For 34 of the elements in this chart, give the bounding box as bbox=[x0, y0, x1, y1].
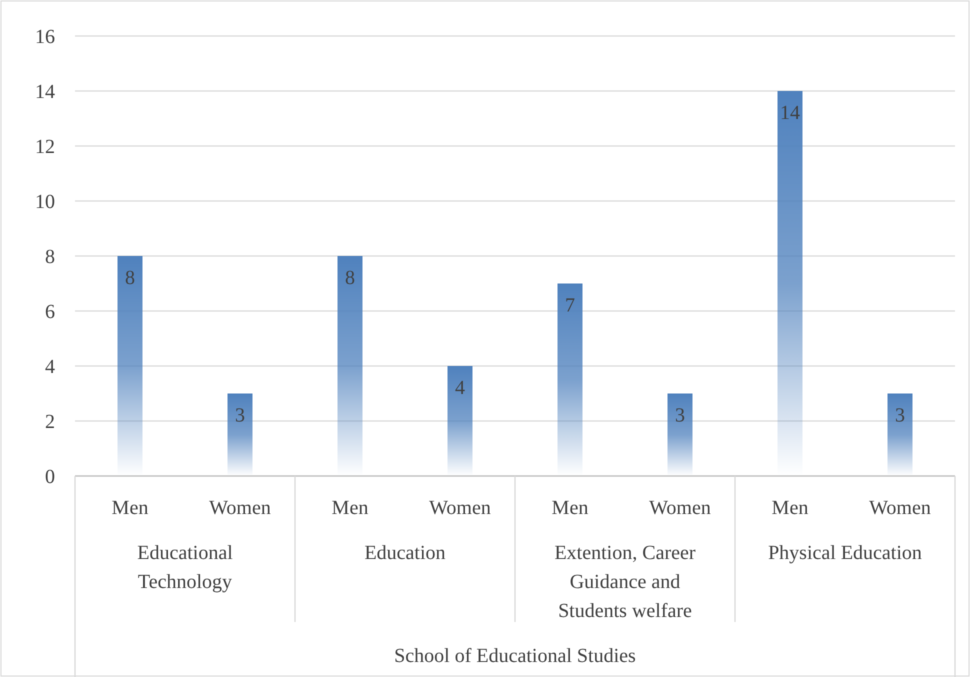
x-tick-label: Men bbox=[112, 497, 148, 519]
bar bbox=[448, 366, 472, 476]
x-tick-label: Women bbox=[649, 497, 711, 519]
y-tick-label: 10 bbox=[35, 191, 55, 213]
text: Physical Education bbox=[768, 542, 922, 564]
text: Extention, Career Guidance and Students welfare bbox=[554, 542, 696, 622]
y-tick-label: 6 bbox=[45, 301, 55, 323]
y-tick-label: 14 bbox=[35, 81, 55, 103]
x-tick-label: Men bbox=[772, 497, 808, 519]
x-tick-label: Men bbox=[552, 497, 588, 519]
data-label: 3 bbox=[235, 404, 245, 426]
x-tick-label: Women bbox=[869, 497, 931, 519]
text: Education bbox=[364, 542, 446, 564]
data-label: 3 bbox=[895, 404, 905, 426]
data-label: 8 bbox=[125, 267, 135, 289]
data-label: 7 bbox=[565, 294, 575, 316]
y-tick-label: 2 bbox=[45, 411, 55, 433]
data-label: 3 bbox=[675, 404, 685, 426]
x-tick-label: Women bbox=[429, 497, 491, 519]
y-tick-label: 12 bbox=[35, 136, 55, 158]
x-tick-label: Men bbox=[332, 497, 368, 519]
y-tick-label: 0 bbox=[45, 466, 55, 488]
x-tick-label: Women bbox=[209, 497, 271, 519]
y-tick-label: 16 bbox=[35, 26, 55, 48]
text: School of Educational Studies bbox=[394, 645, 636, 667]
text: Educational Technology bbox=[137, 542, 234, 593]
bar bbox=[228, 394, 252, 476]
bar bbox=[888, 394, 912, 476]
data-label: 4 bbox=[455, 377, 465, 399]
y-tick-label: 4 bbox=[45, 356, 55, 378]
data-label: 8 bbox=[345, 267, 355, 289]
bar bbox=[668, 394, 692, 476]
y-tick-label: 8 bbox=[45, 246, 55, 268]
data-label: 14 bbox=[780, 102, 800, 124]
